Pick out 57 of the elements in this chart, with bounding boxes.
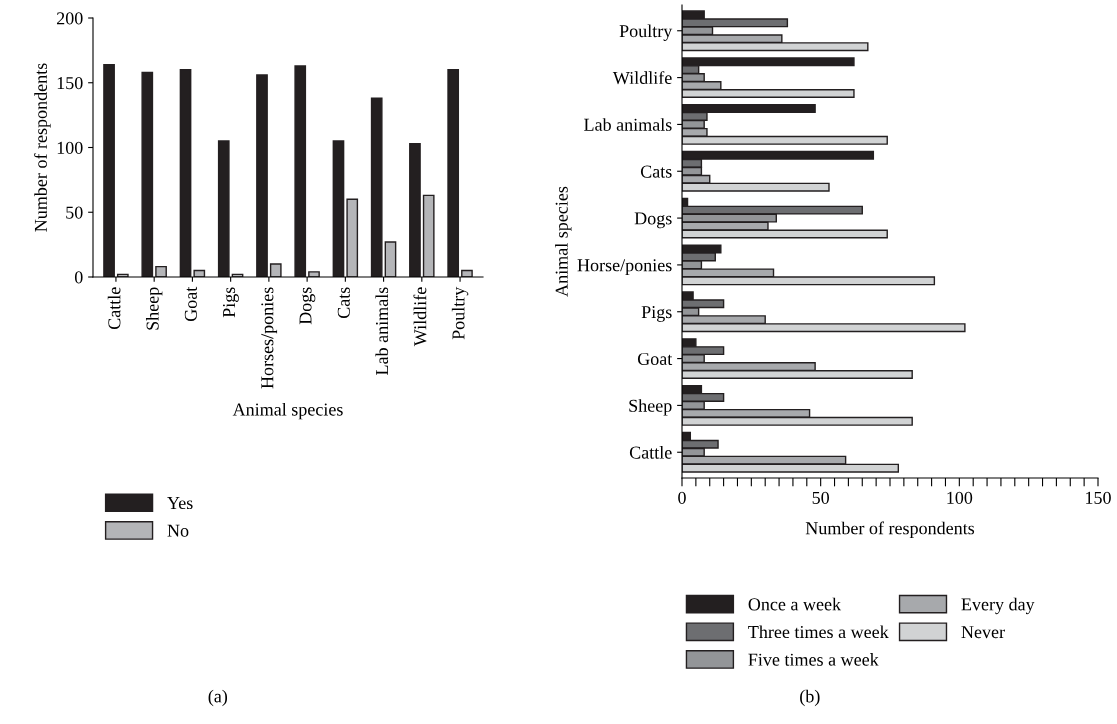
x-tick-label: Horses/ponies: [261, 287, 278, 389]
y-tick-label: Dogs: [634, 212, 672, 229]
y-tick-label: 0: [74, 271, 83, 284]
bar: [422, 194, 435, 277]
y-tick-label: 150: [57, 77, 83, 90]
bar: [179, 69, 192, 277]
y-tick-label: Lab animals: [584, 118, 672, 131]
y-tick-label: Cats: [640, 165, 672, 178]
x-tick-label: 50: [812, 491, 830, 504]
bar: [155, 265, 167, 277]
x-tick-label: Cattle: [107, 287, 121, 330]
x-tick-label: Sheep: [145, 287, 163, 330]
bar: [447, 69, 460, 277]
legend-label: Once a week: [748, 597, 842, 611]
legend-label: Every day: [961, 597, 1035, 615]
bar: [409, 142, 421, 277]
text: (a): [208, 689, 228, 707]
legend-label: Five times a week: [748, 653, 879, 666]
x-tick-label: Lab animals: [375, 287, 389, 375]
bar: [332, 140, 345, 277]
x-tick-label: Pigs: [222, 287, 239, 318]
bar: [217, 140, 230, 277]
x-tick-label: Wildlife: [413, 287, 427, 347]
y-axis-title: Number of respondents: [34, 63, 51, 232]
legend-label: Never: [961, 626, 1005, 639]
bar: [256, 74, 268, 277]
y-tick-label: Poultry: [619, 24, 673, 41]
bar: [346, 198, 359, 277]
y-tick-label: Horse/ponies: [577, 259, 672, 276]
bar: [269, 263, 282, 277]
x-tick-label: 100: [947, 491, 973, 504]
y-tick-label: 200: [56, 12, 83, 25]
y-tick-label: Cattle: [629, 445, 672, 459]
x-tick-label: 0: [678, 491, 686, 504]
bar: [294, 65, 307, 277]
bar: [370, 97, 383, 277]
bar: [308, 271, 320, 277]
y-axis-title: Animal species: [555, 186, 572, 297]
bar: [103, 63, 115, 277]
x-tick-label: Dogs: [299, 287, 316, 325]
x-tick-label: Goat: [184, 286, 197, 322]
bar: [141, 71, 154, 277]
y-tick-label: Goat: [637, 352, 673, 366]
x-tick-label: 150: [1086, 491, 1111, 504]
text: (b): [800, 689, 820, 707]
bar: [384, 241, 397, 277]
y-tick-label: 50: [66, 206, 83, 219]
x-axis-title: Number of respondents: [805, 521, 975, 539]
legend-label: Three times a week: [748, 625, 889, 639]
y-tick-label: Sheep: [629, 399, 672, 416]
y-tick-label: Wildlife: [612, 71, 672, 85]
x-axis-title: Animal species: [232, 402, 343, 420]
x-tick-label: Poultry: [451, 286, 469, 340]
x-tick-label: Cats: [337, 287, 350, 319]
legend-label: No: [167, 524, 189, 537]
y-tick-label: 100: [57, 141, 83, 154]
legend-label: Yes: [167, 497, 193, 510]
